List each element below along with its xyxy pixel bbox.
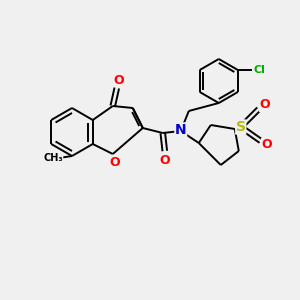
Text: O: O [110, 155, 120, 169]
Text: Cl: Cl [254, 65, 266, 75]
Text: S: S [236, 120, 246, 134]
Text: CH₃: CH₃ [43, 153, 63, 163]
Text: O: O [113, 74, 124, 86]
Text: O: O [260, 98, 270, 112]
Text: O: O [160, 154, 170, 166]
Text: O: O [262, 139, 272, 152]
Text: N: N [175, 123, 187, 137]
